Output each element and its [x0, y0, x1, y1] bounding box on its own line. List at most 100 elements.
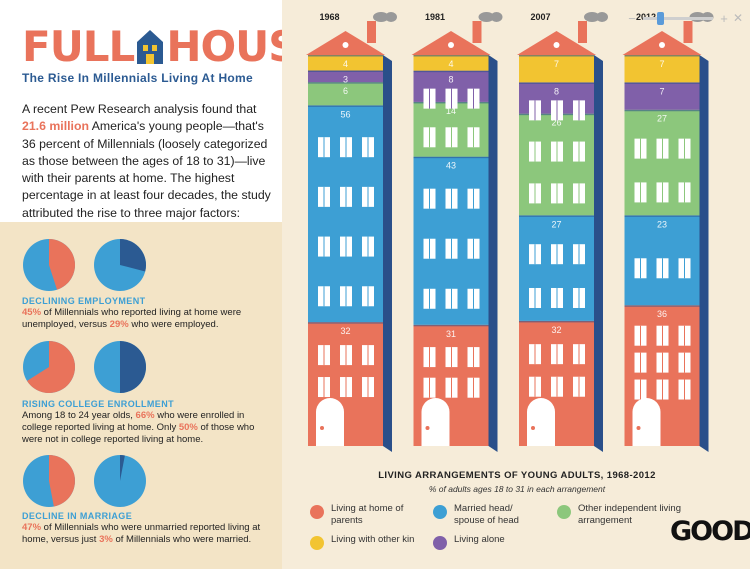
window-mullion: [662, 182, 663, 203]
intro-panel: FULL HOUSE The Rise In Millennials Livin…: [0, 0, 326, 222]
window-mullion: [323, 137, 325, 158]
window-mullion: [578, 376, 580, 397]
window-mullion: [534, 344, 536, 365]
segment-1981-living-with-other-kin: [413, 55, 489, 71]
pie-slice-1a: [49, 239, 76, 290]
floor-divider: [413, 55, 489, 57]
segment-2012-living-with-other-kin: [624, 55, 700, 83]
floor-divider: [308, 70, 383, 72]
floor-divider: [624, 109, 700, 112]
window-mullion: [473, 88, 474, 109]
roof-window: [659, 42, 665, 48]
building-2007: 2007 32 27 26 8 7: [517, 12, 608, 452]
window-mullion: [473, 188, 474, 209]
buildings-chart: 1968325663419813143148420073227268720123…: [306, 12, 714, 452]
window-mullion: [451, 188, 452, 209]
window-mullion: [534, 183, 536, 204]
zoom-out-icon[interactable]: −: [628, 10, 636, 26]
roof-window: [342, 42, 349, 48]
legend-item-married: Married head/ spouse of head: [433, 503, 540, 526]
building-side: [488, 55, 498, 452]
smoke-icon: [596, 12, 608, 22]
legend-label-kin: Living with other kin: [331, 534, 415, 545]
value-label-2007-living-alone: 8: [554, 86, 559, 96]
value-label-1981-living-at-home-of-parents: 31: [446, 329, 456, 339]
window-mullion: [578, 183, 580, 204]
floor-divider: [624, 305, 700, 307]
floor-divider: [624, 82, 700, 84]
legend-label-parents: Living at home of parents: [331, 503, 404, 526]
window-mullion: [429, 127, 430, 148]
segment-2007-living-with-other-kin: [519, 55, 594, 83]
window-mullion: [640, 352, 641, 373]
value-label-1981-living-with-other-kin: 4: [448, 59, 453, 69]
window-mullion: [367, 345, 369, 366]
window-mullion: [640, 258, 641, 279]
zoom-slider[interactable]: [643, 11, 713, 25]
segment-1968-living-alone: [308, 70, 383, 83]
value-label-1981-other-independent-living-arrangement: 14: [446, 106, 456, 116]
floor-divider: [308, 322, 383, 324]
window-mullion: [367, 137, 369, 158]
factor-1-pies: [23, 239, 146, 291]
window-mullion: [578, 244, 580, 265]
chart-title: LIVING ARRANGEMENTS OF YOUNG ADULTS, 196…: [378, 470, 656, 481]
window-mullion: [451, 127, 452, 148]
year-label-1981: 1981: [425, 12, 445, 22]
smoke-icon: [490, 12, 503, 22]
smoke-icon: [373, 12, 389, 22]
floor-divider: [308, 105, 383, 107]
value-label-2007-living-with-other-kin: 7: [554, 59, 559, 69]
building-side: [699, 55, 709, 452]
floor-divider: [308, 55, 383, 57]
window-mullion: [323, 286, 325, 307]
window-mullion: [534, 244, 536, 265]
window-mullion: [684, 258, 685, 279]
window-mullion: [473, 238, 474, 259]
legend-dot-other: [557, 505, 571, 519]
pie-slice-2a: [27, 341, 75, 393]
window-mullion: [578, 100, 580, 121]
floor-divider: [519, 55, 594, 57]
window-mullion: [451, 238, 452, 259]
window-mullion: [534, 141, 536, 162]
floor-divider: [413, 156, 489, 159]
value-label-2007-living-at-home-of-parents: 32: [551, 325, 561, 335]
window-mullion: [367, 286, 369, 307]
zoom-control[interactable]: − + ✕: [625, 10, 745, 26]
factor-1-title: DECLINING EMPLOYMENT: [22, 296, 146, 306]
window-mullion: [662, 138, 663, 159]
logo-word-full: FULL: [22, 22, 135, 71]
window-mullion: [556, 141, 558, 162]
factor-3-text: 47% of Millennials who were unmarried re…: [22, 522, 261, 546]
floor-divider: [413, 324, 489, 327]
window-mullion: [578, 344, 580, 365]
value-label-2012-living-with-other-kin: 7: [659, 59, 664, 69]
floor-divider: [519, 320, 594, 323]
window-mullion: [556, 100, 558, 121]
window-mullion: [556, 183, 558, 204]
value-label-2007-other-independent-living-arrangement: 26: [551, 118, 561, 128]
full-house-logo: FULL HOUSE: [22, 26, 326, 68]
window-mullion: [684, 325, 685, 346]
legend-dot-parents: [310, 505, 324, 519]
smoke-icon: [478, 12, 495, 22]
window-mullion: [345, 137, 347, 158]
door-knob: [531, 426, 535, 430]
window-mullion: [429, 347, 430, 368]
factor-3-pies: [23, 455, 146, 507]
window-mullion: [578, 141, 580, 162]
floor-divider: [624, 215, 700, 217]
legend-label-married: Married head/ spouse of head: [454, 503, 519, 526]
legend-item-other: Other independent living arrangement: [557, 503, 684, 526]
zoom-in-icon[interactable]: +: [720, 10, 728, 26]
door: [316, 398, 344, 446]
window-mullion: [473, 347, 474, 368]
factor-1-text: 45% of Millennials who reported living a…: [22, 307, 242, 331]
window-mullion: [345, 286, 347, 307]
legend-label-alone: Living alone: [454, 534, 505, 545]
close-icon[interactable]: ✕: [732, 11, 744, 25]
zoom-slider-thumb[interactable]: [657, 11, 664, 25]
legend-dot-kin: [310, 536, 324, 550]
